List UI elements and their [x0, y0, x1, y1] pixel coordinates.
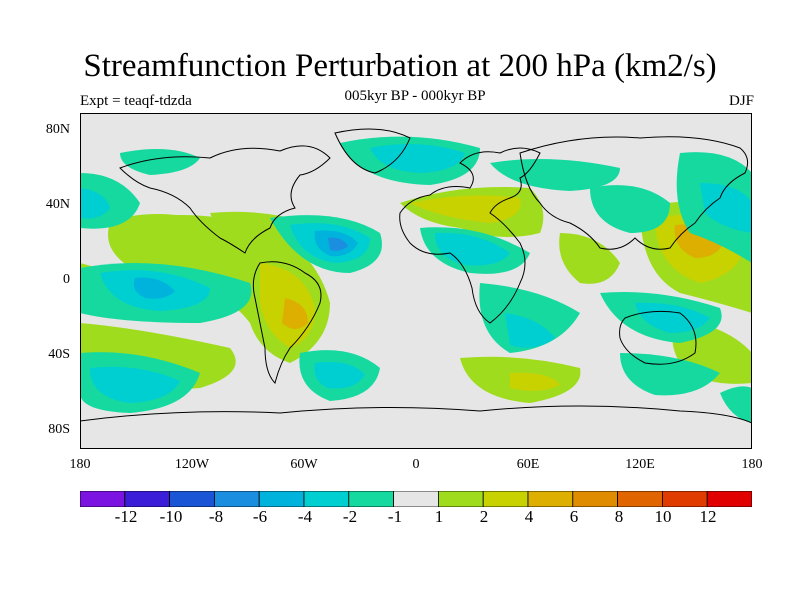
colorbar-label: -4 — [297, 507, 313, 526]
season-label: DJF — [728, 93, 754, 109]
contour-region — [435, 232, 510, 266]
x-tick-label: 180 — [69, 457, 91, 472]
map-plot-area — [80, 113, 752, 449]
colorbar-label: -10 — [159, 507, 183, 526]
contour-region — [90, 366, 180, 403]
colorbar-swatch — [348, 491, 394, 507]
colorbar-swatch — [437, 491, 484, 507]
colorbar — [80, 491, 752, 507]
contour-fills — [80, 136, 752, 423]
y-tick-label: 40N — [45, 197, 70, 212]
colorbar-label: 6 — [569, 507, 579, 526]
colorbar-label: -8 — [208, 507, 224, 526]
colorbar-swatch — [617, 491, 663, 507]
contour-region — [80, 188, 110, 219]
colorbar-label: 1 — [434, 507, 444, 526]
coastline-south-america — [252, 261, 322, 384]
colorbar-label: 2 — [479, 507, 489, 526]
colorbar-label: 4 — [524, 507, 534, 526]
y-tick-label: 80N — [45, 122, 70, 137]
colorbar-swatch — [393, 491, 439, 507]
experiment-label: Expt = teaqf-tdzda — [80, 93, 192, 109]
colorbar-label: -2 — [342, 507, 358, 526]
contour-region — [370, 144, 465, 173]
coastline-antarctica — [80, 405, 752, 424]
coastline-asia — [519, 136, 749, 250]
x-tick-label: 60E — [516, 457, 540, 472]
colorbar-swatch — [572, 491, 618, 507]
colorbar-swatch — [124, 491, 170, 507]
colorbar-swatch — [258, 491, 305, 507]
y-tick-label: 0 — [63, 272, 70, 287]
colorbar-label: 12 — [699, 507, 717, 526]
coastline-africa-europe — [399, 147, 541, 324]
contour-region — [328, 237, 348, 251]
colorbar-swatch — [169, 491, 215, 507]
contour-region — [510, 372, 560, 391]
x-tick-label: 0 — [412, 457, 420, 472]
contour-region — [410, 195, 521, 223]
contour-region — [505, 313, 555, 348]
colorbar-swatch — [303, 491, 350, 507]
x-tick-label: 120W — [174, 457, 210, 472]
chart-title: Streamfunction Perturbation at 200 hPa (… — [83, 48, 717, 84]
colorbar-swatch — [80, 491, 126, 507]
x-tick-label: 120E — [625, 457, 655, 472]
coastline-north-america — [119, 145, 331, 254]
x-tick-label: 180 — [741, 457, 763, 472]
colorbar-label: 10 — [654, 507, 672, 526]
contour-region — [590, 185, 670, 233]
contour-region — [479, 283, 580, 353]
colorbar-swatch — [213, 491, 260, 507]
colorbar-label: -1 — [387, 507, 403, 526]
coastlines — [80, 128, 752, 424]
y-tick-label: 40S — [48, 347, 70, 362]
y-tick-label: 80S — [48, 422, 70, 437]
chart-subtitle: 005kyr BP - 000kyr BP — [344, 88, 486, 104]
colorbar-swatch — [482, 491, 529, 507]
colorbar-label: -6 — [252, 507, 268, 526]
coastline-greenland — [334, 128, 411, 174]
contour-region — [120, 149, 200, 175]
colorbar-label: 8 — [614, 507, 624, 526]
contour-region — [314, 361, 365, 389]
contour-region — [282, 298, 308, 329]
contour-region — [620, 353, 720, 396]
contour-region — [720, 386, 752, 423]
contour-region — [700, 183, 752, 233]
coastline-australia — [619, 310, 697, 365]
x-tick-label: 60W — [290, 457, 318, 472]
colorbar-swatch — [662, 491, 708, 507]
colorbar-swatch — [527, 491, 574, 507]
contour-region — [133, 277, 175, 299]
map-frame — [80, 113, 752, 449]
contour-region — [120, 214, 212, 253]
colorbar-swatch — [706, 491, 752, 507]
colorbar-label: -12 — [114, 507, 138, 526]
contour-region — [559, 233, 620, 284]
